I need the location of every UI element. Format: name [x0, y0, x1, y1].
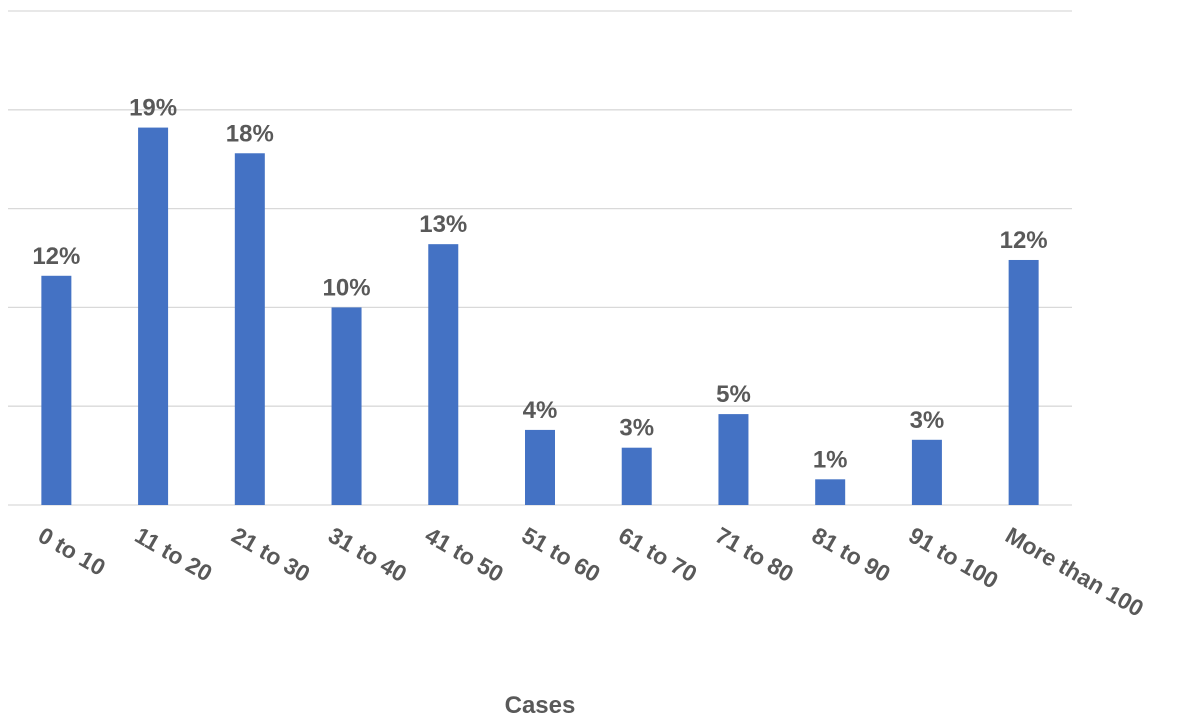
- x-tick-label: 71 to 80: [711, 522, 798, 587]
- data-labels: 12% 19% 18% 10% 13% 4% 3% 5% 1% 3% 12%: [32, 95, 1047, 474]
- x-tick-label: 81 to 90: [808, 522, 895, 587]
- bar: [428, 244, 459, 505]
- bar: [331, 307, 362, 505]
- x-tick-label: 31 to 40: [324, 522, 411, 587]
- bar: [234, 153, 265, 505]
- data-label: 18%: [226, 120, 274, 147]
- bars: [41, 127, 1039, 506]
- data-label: 1%: [813, 446, 848, 473]
- bar: [41, 275, 72, 505]
- x-tick-label: 41 to 50: [421, 522, 508, 587]
- bar: [1008, 259, 1039, 505]
- data-label: 12%: [32, 243, 80, 270]
- bar: [718, 414, 749, 505]
- data-label: 5%: [716, 381, 751, 408]
- x-tick-label: More than 100: [1001, 522, 1148, 622]
- x-tick-label: 11 to 20: [131, 522, 217, 587]
- x-tick-label: 0 to 10: [34, 522, 110, 581]
- data-label: 19%: [129, 95, 177, 122]
- data-label: 12%: [1000, 227, 1048, 254]
- x-tick-label: 21 to 30: [227, 522, 314, 587]
- x-tick-label: 61 to 70: [614, 522, 701, 587]
- bar: [525, 429, 555, 505]
- data-label: 3%: [619, 415, 654, 442]
- data-label: 4%: [523, 397, 558, 424]
- x-axis-title: Cases: [505, 692, 576, 719]
- bar: [911, 439, 942, 505]
- bar: [621, 447, 652, 505]
- data-label: 3%: [910, 407, 945, 434]
- x-tick-label: 51 to 60: [518, 522, 605, 587]
- x-tick-label: 91 to 100: [904, 522, 1002, 594]
- bar: [138, 127, 169, 506]
- data-label: 13%: [419, 211, 467, 238]
- x-axis-tick-labels: 0 to 10 11 to 20 21 to 30 31 to 40 41 to 50 5…: [34, 522, 1148, 622]
- data-label: 10%: [323, 274, 371, 301]
- bar: [815, 479, 846, 505]
- gridlines: [8, 10, 1072, 506]
